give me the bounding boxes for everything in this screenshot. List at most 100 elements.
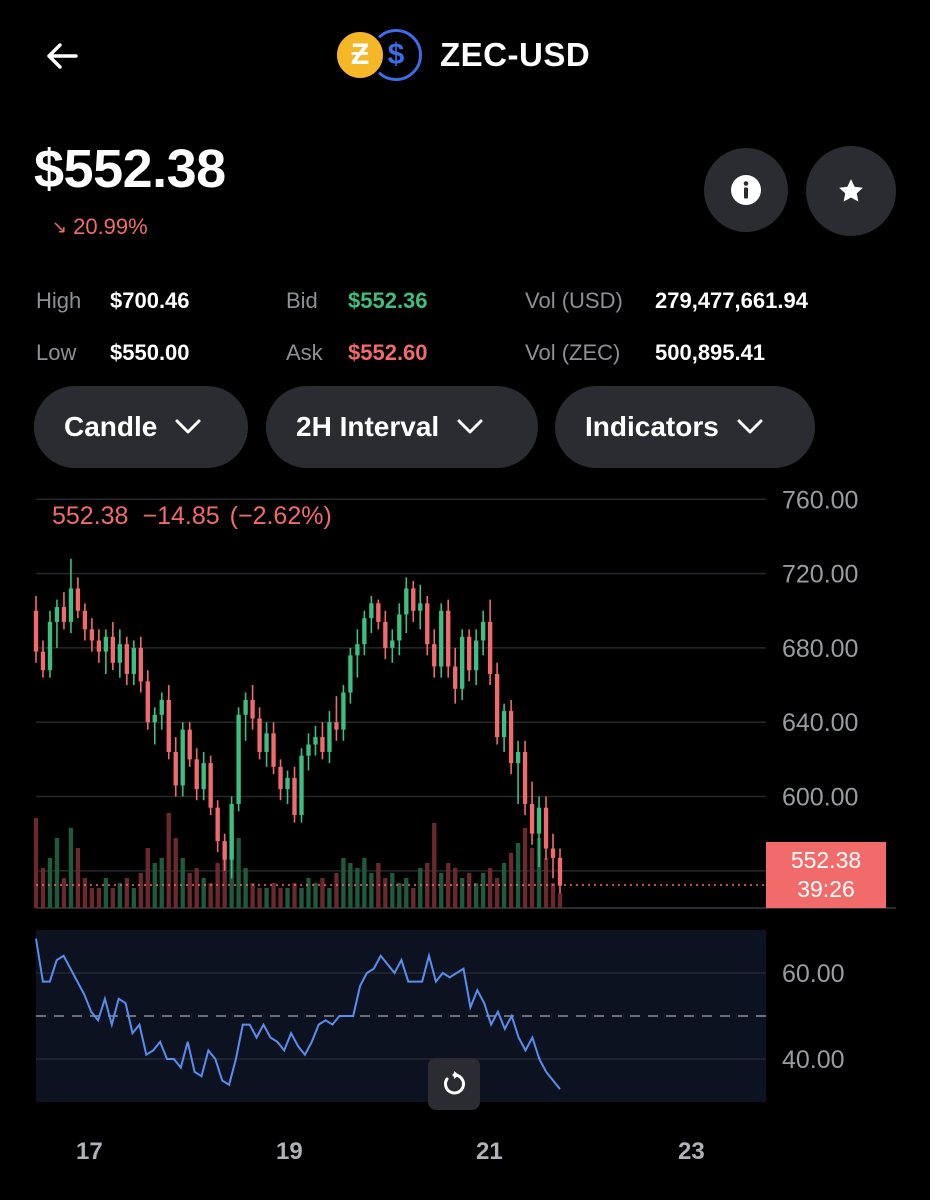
volume-bar <box>348 863 353 908</box>
rotate-icon <box>444 1071 465 1095</box>
volume-bar <box>522 828 528 908</box>
arrow-left-icon <box>47 43 78 69</box>
candle-body <box>529 803 535 834</box>
candle-body <box>61 607 67 622</box>
favorite-button[interactable] <box>806 146 896 236</box>
volume-bar <box>453 868 458 908</box>
candle-body <box>222 841 227 860</box>
candle-body <box>494 673 500 738</box>
price-axis: 760.00720.00680.00640.00600.00560.0060.0… <box>782 486 858 1074</box>
chart-ohlc-readout: 552.38 −14.85 (−2.62%) <box>52 502 332 530</box>
candle-body <box>299 755 304 816</box>
rsi-tick-label: 60.00 <box>782 960 845 988</box>
candle-body <box>138 647 143 682</box>
back-button[interactable] <box>40 34 84 78</box>
volume-bars <box>33 813 563 908</box>
volume-bar <box>467 873 472 908</box>
price-block: $552.38 ↘ 20.99% <box>34 138 226 240</box>
price-tick-label: 600.00 <box>782 784 858 812</box>
stat-ask: Ask $552.60 <box>286 340 428 365</box>
candle-body <box>292 777 297 816</box>
candle-body <box>208 763 213 808</box>
interval-select[interactable]: 2H Interval <box>266 386 538 468</box>
indicators-select[interactable]: Indicators <box>555 386 815 468</box>
price-chart[interactable]: 760.00720.00680.00640.00600.00560.0060.0… <box>0 480 930 1180</box>
trend-down-icon: ↘ <box>52 216 68 237</box>
candle-body <box>453 666 458 689</box>
candle-body <box>243 699 248 715</box>
volume-bar <box>494 878 500 908</box>
candle-body <box>320 737 325 752</box>
volume-bar <box>124 878 129 908</box>
volume-bar <box>152 863 157 908</box>
candle-body <box>508 711 514 764</box>
volume-bar <box>278 888 283 908</box>
candle-body <box>250 699 255 719</box>
volume-bar <box>529 848 535 908</box>
volume-bar <box>480 873 486 908</box>
chart-canvas[interactable]: 760.00720.00680.00640.00600.00560.0060.0… <box>0 480 930 1180</box>
candle-body <box>404 588 409 615</box>
price-change-percent: 20.99% <box>73 214 148 239</box>
chart-grid <box>36 498 896 909</box>
candle-body <box>432 644 437 667</box>
chart-type-select[interactable]: Candle <box>34 386 248 468</box>
candle-body <box>369 603 374 619</box>
volume-bar <box>411 888 416 908</box>
volume-bar <box>173 838 178 908</box>
candle-body <box>536 807 542 834</box>
candle-body <box>467 636 472 671</box>
info-button[interactable] <box>704 148 788 232</box>
volume-bar <box>54 838 60 908</box>
volume-bar <box>271 883 276 908</box>
candlesticks <box>33 558 766 894</box>
volume-bar <box>543 858 549 908</box>
last-price-tag: 552.38 39:26 <box>766 842 886 908</box>
volume-bar <box>473 883 479 908</box>
candle-body <box>557 857 563 886</box>
candle-body <box>54 607 60 622</box>
volume-bar <box>397 883 402 908</box>
pair-title-group: Ƶ $ ZEC-USD <box>334 26 590 84</box>
candle-body <box>313 737 318 745</box>
price-tick-label: 760.00 <box>782 486 858 514</box>
volume-bar <box>131 888 136 908</box>
pair-title: ZEC-USD <box>440 36 591 73</box>
volume-bar <box>194 868 199 908</box>
candle-body <box>473 640 479 671</box>
candle-body <box>89 629 95 641</box>
candle-body <box>229 803 234 860</box>
volume-bar <box>383 878 388 908</box>
volume-bar <box>222 843 227 908</box>
current-price: $552.38 <box>34 139 226 199</box>
volume-bar <box>404 878 409 908</box>
candle-body <box>425 603 430 645</box>
volume-bar <box>243 868 248 908</box>
chevron-down-icon <box>737 419 763 435</box>
candle-body <box>487 621 493 674</box>
volume-bar <box>250 883 255 908</box>
candle-body <box>96 640 102 652</box>
volume-bar <box>103 878 109 908</box>
candle-body <box>390 640 395 648</box>
candle-body <box>376 603 381 622</box>
candle-body <box>257 718 262 752</box>
volume-bar <box>313 883 318 908</box>
candle-body <box>418 603 423 611</box>
volume-bar <box>187 873 192 908</box>
candle-body <box>543 807 549 849</box>
candle-body <box>550 848 556 858</box>
candle-body <box>397 614 402 641</box>
volume-bar <box>341 858 346 908</box>
candle-body <box>480 621 486 641</box>
volume-bar <box>159 858 164 908</box>
reset-chart-button[interactable] <box>428 1058 480 1110</box>
volume-bar <box>390 873 395 908</box>
volume-bar <box>201 878 206 908</box>
candle-body <box>33 610 39 652</box>
volume-bar <box>285 888 290 908</box>
candle-body <box>194 759 199 790</box>
volume-bar <box>299 888 304 908</box>
chevron-down-icon <box>457 419 483 435</box>
volume-bar <box>117 883 123 908</box>
